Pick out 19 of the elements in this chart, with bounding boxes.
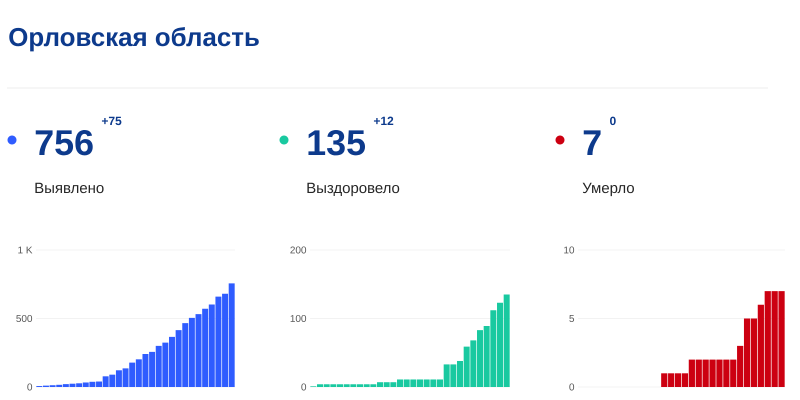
chart-title: Выявлено — [35, 182, 104, 194]
y-tick-label: 0 — [301, 383, 306, 391]
y-tick-label: 0 — [27, 383, 32, 391]
chart-title: Выздоровело — [307, 182, 400, 196]
text: +75 — [102, 116, 122, 126]
y-tick-label: 200 — [290, 246, 306, 254]
y-tick-label: 500 — [16, 314, 32, 322]
text: 0 — [610, 116, 616, 126]
y-tick-label: 10 — [564, 246, 574, 254]
y-tick-label: 100 — [290, 314, 306, 322]
text: +12 — [374, 116, 394, 125]
text: 135 — [308, 130, 366, 156]
y-tick-label: 1 K — [18, 246, 32, 254]
text: 7 — [584, 130, 601, 155]
y-tick-label: 5 — [569, 315, 574, 322]
text: 756 — [36, 130, 93, 156]
text: Орловская область — [9, 27, 259, 52]
chart-title: Умерло — [582, 182, 634, 196]
y-tick-label: 0 — [569, 383, 574, 391]
